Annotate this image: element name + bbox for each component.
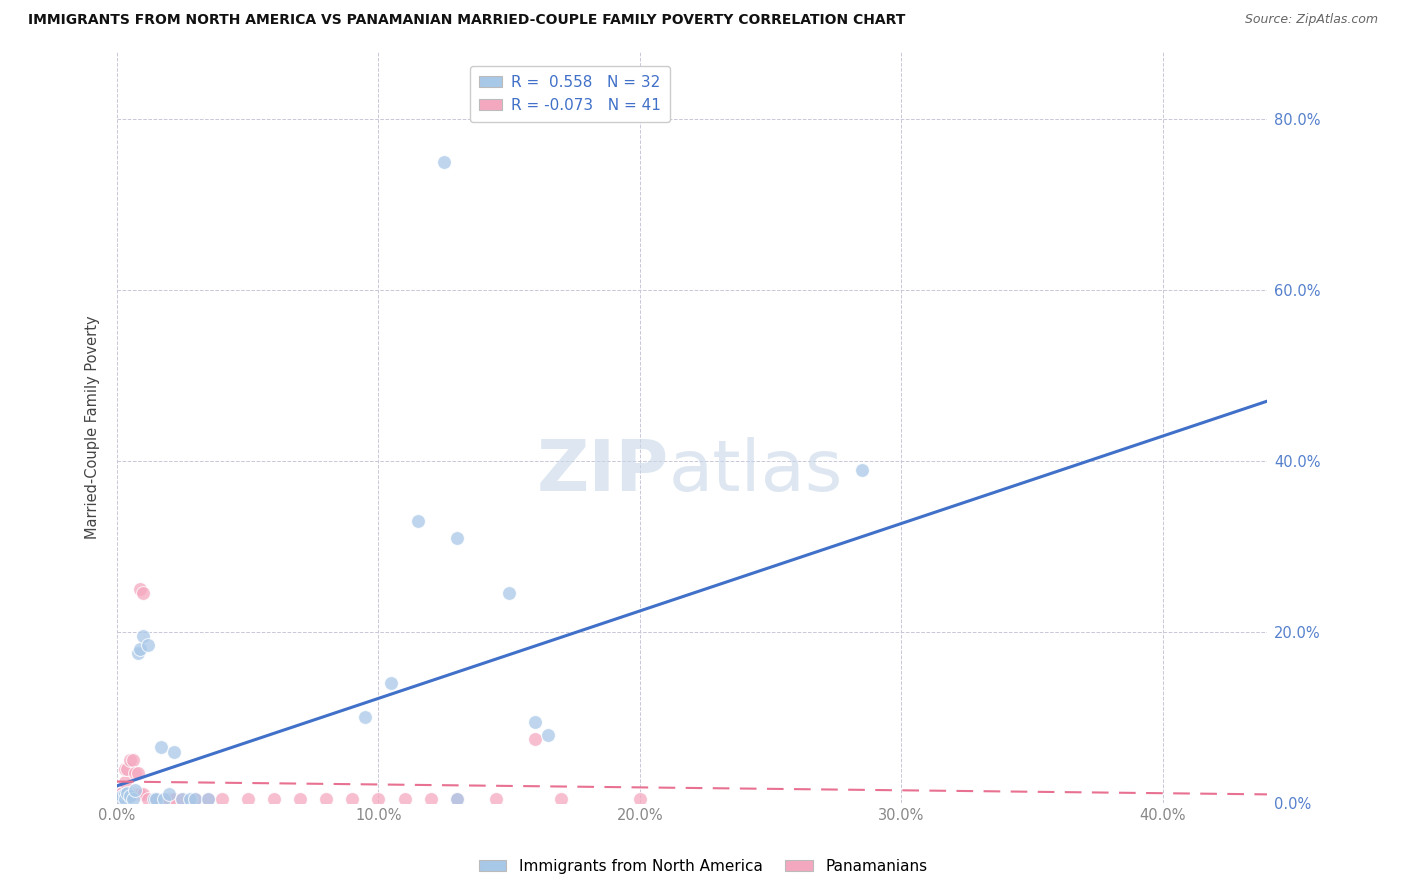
Point [433, 154, 456, 169]
Point [446, 791, 468, 805]
Point [406, 514, 429, 528]
Point [138, 638, 160, 652]
Point [419, 791, 441, 805]
Point [108, 788, 131, 802]
Point [367, 791, 389, 805]
Point [394, 791, 416, 805]
Point [157, 791, 180, 805]
Point [145, 791, 167, 805]
Point [124, 788, 146, 802]
Point [197, 791, 219, 805]
Point [129, 788, 152, 802]
Point [498, 586, 520, 600]
Point [124, 766, 146, 780]
Y-axis label: Married-Couple Family Poverty: Married-Couple Family Poverty [86, 315, 100, 539]
Point [628, 791, 651, 805]
Point [550, 791, 572, 805]
Point [288, 791, 311, 805]
Point [132, 586, 155, 600]
Text: IMMIGRANTS FROM NORTH AMERICA VS PANAMANIAN MARRIED-COUPLE FAMILY POVERTY CORREL: IMMIGRANTS FROM NORTH AMERICA VS PANAMAN… [28, 13, 905, 28]
Legend: R =  0.558   N = 32, R = -0.073   N = 41: R = 0.558 N = 32, R = -0.073 N = 41 [470, 66, 669, 122]
Point [157, 788, 180, 802]
Point [127, 646, 149, 660]
Point [172, 791, 194, 805]
Point [121, 753, 143, 767]
Point [163, 745, 186, 759]
Point [851, 462, 873, 476]
Point [118, 789, 141, 803]
Point [114, 788, 136, 802]
Point [150, 740, 173, 755]
Point [524, 714, 547, 729]
Point [184, 791, 207, 805]
Point [142, 791, 165, 805]
Point [117, 786, 139, 800]
Point [117, 762, 139, 776]
Point [117, 788, 139, 802]
Point [129, 582, 152, 597]
Point [211, 791, 233, 805]
Point [129, 642, 152, 657]
Point [114, 762, 136, 776]
Point [524, 731, 547, 746]
Legend: Immigrants from North America, Panamanians: Immigrants from North America, Panamania… [472, 853, 934, 880]
Point [124, 783, 146, 797]
Text: atlas: atlas [669, 437, 844, 507]
Point [138, 791, 160, 805]
Point [121, 788, 143, 802]
Point [111, 786, 134, 800]
Point [197, 791, 219, 805]
Point [184, 791, 207, 805]
Point [111, 789, 134, 803]
Point [537, 727, 560, 741]
Text: ZIP: ZIP [537, 437, 669, 507]
Point [342, 791, 364, 805]
Point [145, 791, 167, 805]
Point [118, 753, 141, 767]
Point [380, 676, 402, 690]
Point [354, 710, 377, 724]
Point [179, 791, 201, 805]
Text: Source: ZipAtlas.com: Source: ZipAtlas.com [1244, 13, 1378, 27]
Point [114, 774, 136, 789]
Point [446, 531, 468, 545]
Point [108, 791, 131, 805]
Point [153, 791, 176, 805]
Point [132, 629, 155, 643]
Point [121, 791, 143, 805]
Point [485, 791, 508, 805]
Point [315, 791, 337, 805]
Point [111, 791, 134, 805]
Point [163, 791, 186, 805]
Point [263, 791, 285, 805]
Point [172, 791, 194, 805]
Point [132, 788, 155, 802]
Point [127, 788, 149, 802]
Point [236, 791, 259, 805]
Point [153, 791, 176, 805]
Point [118, 786, 141, 800]
Point [114, 791, 136, 805]
Point [446, 791, 468, 805]
Point [127, 766, 149, 780]
